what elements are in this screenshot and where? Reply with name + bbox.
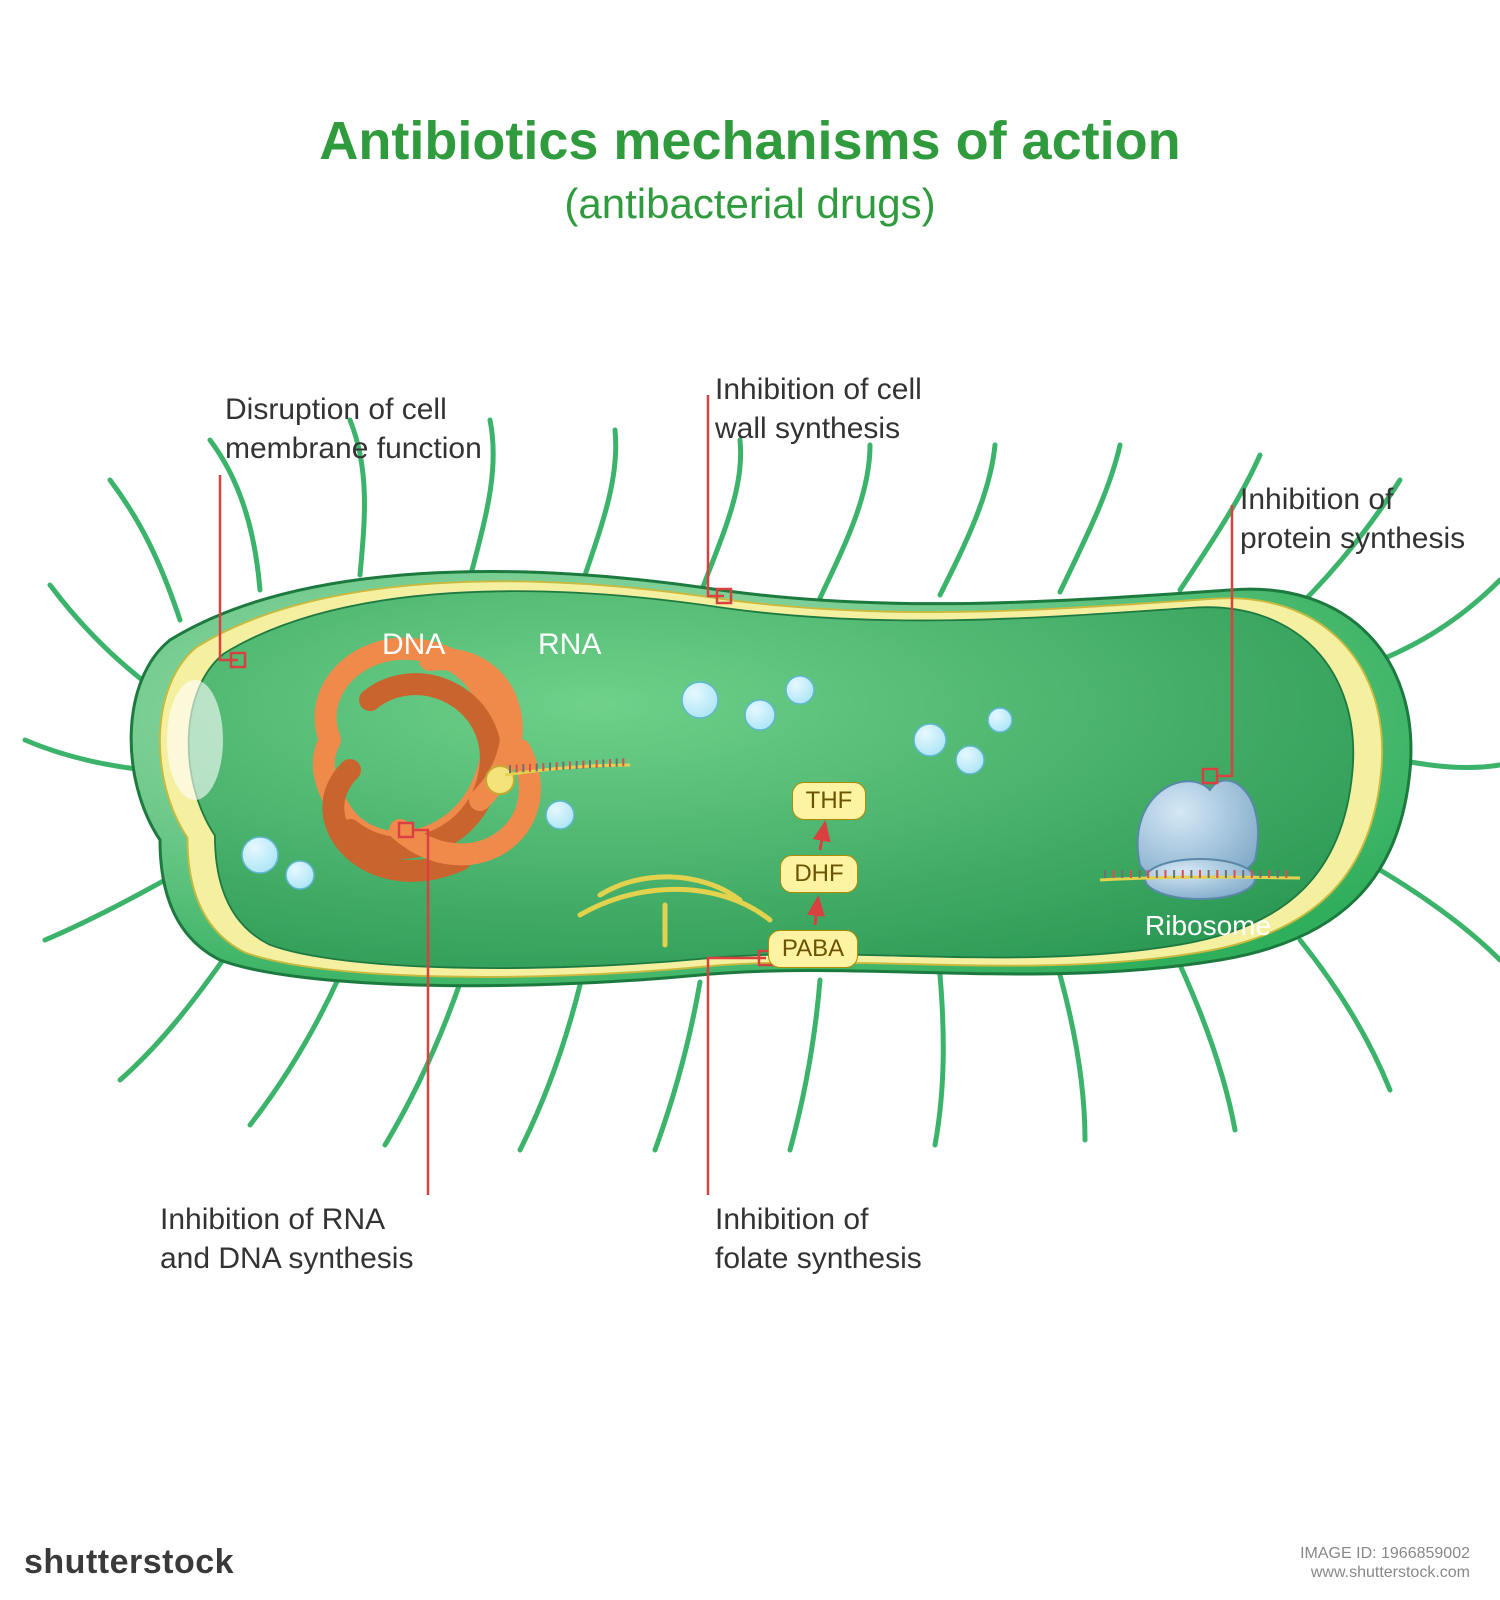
footer-image-id: IMAGE ID: 1966859002	[1300, 1544, 1470, 1563]
callout-wall-label: Inhibition of cell wall synthesis	[715, 370, 922, 448]
footer-url: www.shutterstock.com	[1300, 1563, 1470, 1582]
ribosome-label: Ribosome	[1145, 910, 1271, 942]
footer-meta: IMAGE ID: 1966859002 www.shutterstock.co…	[1280, 1526, 1490, 1600]
folate-thf-pill: THF	[792, 782, 866, 820]
callout-protein-label: Inhibition of protein synthesis	[1240, 480, 1465, 558]
callout-membrane-label: Disruption of cell membrane function	[225, 390, 482, 468]
folate-dhf-pill: DHF	[780, 855, 858, 893]
dna-label: DNA	[382, 628, 445, 662]
callout-folate-label: Inhibition of folate synthesis	[715, 1200, 922, 1278]
diagram-canvas	[0, 0, 1500, 1600]
footer-brand: shutterstock	[0, 1525, 258, 1600]
callout-rna-dna-label: Inhibition of RNA and DNA synthesis	[160, 1200, 413, 1278]
folate-paba-pill: PABA	[768, 930, 858, 968]
rna-label: RNA	[538, 628, 601, 662]
